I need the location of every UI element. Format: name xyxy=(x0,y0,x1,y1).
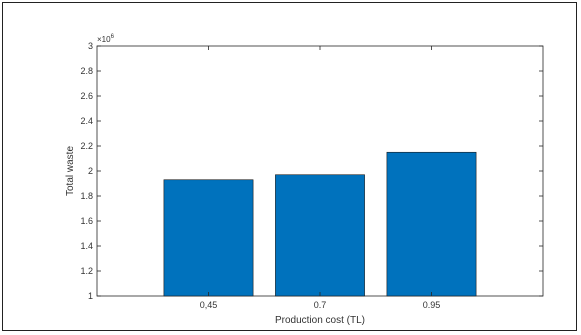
y-tick-label: 1.4 xyxy=(80,241,93,251)
bar-1 xyxy=(163,179,254,297)
x-axis-ticks: 0,45 0.7 0.95 xyxy=(200,46,441,310)
y-tick-label: 1 xyxy=(88,291,93,301)
y-tick-label: 2.8 xyxy=(80,66,93,76)
multiplier-exponent: 6 xyxy=(111,34,115,40)
y-axis-label: Total waste xyxy=(65,146,76,196)
bar-2 xyxy=(275,174,365,297)
y-axis-ticks: 1 1.2 1.4 1.6 1.8 2 2.2 2.4 2.6 2.8 3 xyxy=(80,41,543,301)
y-tick-label: 2.4 xyxy=(80,116,93,126)
bar-3 xyxy=(386,151,477,297)
x-tick-label: 0,45 xyxy=(200,300,218,310)
y-tick-label: 2.2 xyxy=(80,141,93,151)
x-axis-label: Production cost (TL) xyxy=(275,315,365,326)
x-tick-label: 0.7 xyxy=(314,300,327,310)
y-tick-label: 2 xyxy=(88,166,93,176)
y-tick-label: 1.8 xyxy=(80,191,93,201)
y-tick-label: 1.6 xyxy=(80,216,93,226)
y-axis-multiplier: ×106 xyxy=(97,34,115,44)
multiplier-base: ×10 xyxy=(97,35,111,44)
y-tick-label: 3 xyxy=(88,41,93,51)
x-tick-label: 0.95 xyxy=(423,300,441,310)
y-tick-label: 2.6 xyxy=(80,91,93,101)
y-tick-label: 1.2 xyxy=(80,266,93,276)
bars-group xyxy=(163,151,477,297)
